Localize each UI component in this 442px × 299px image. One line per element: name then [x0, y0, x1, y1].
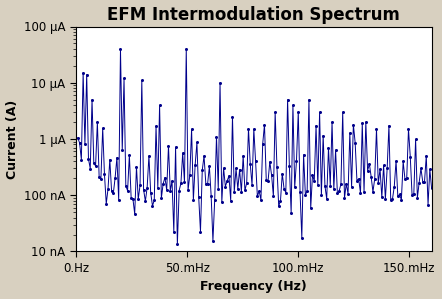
Title: EFM Intermodulation Spectrum: EFM Intermodulation Spectrum [107, 6, 400, 24]
X-axis label: Frequency (Hz): Frequency (Hz) [200, 280, 307, 293]
Y-axis label: Current (A): Current (A) [6, 99, 19, 179]
